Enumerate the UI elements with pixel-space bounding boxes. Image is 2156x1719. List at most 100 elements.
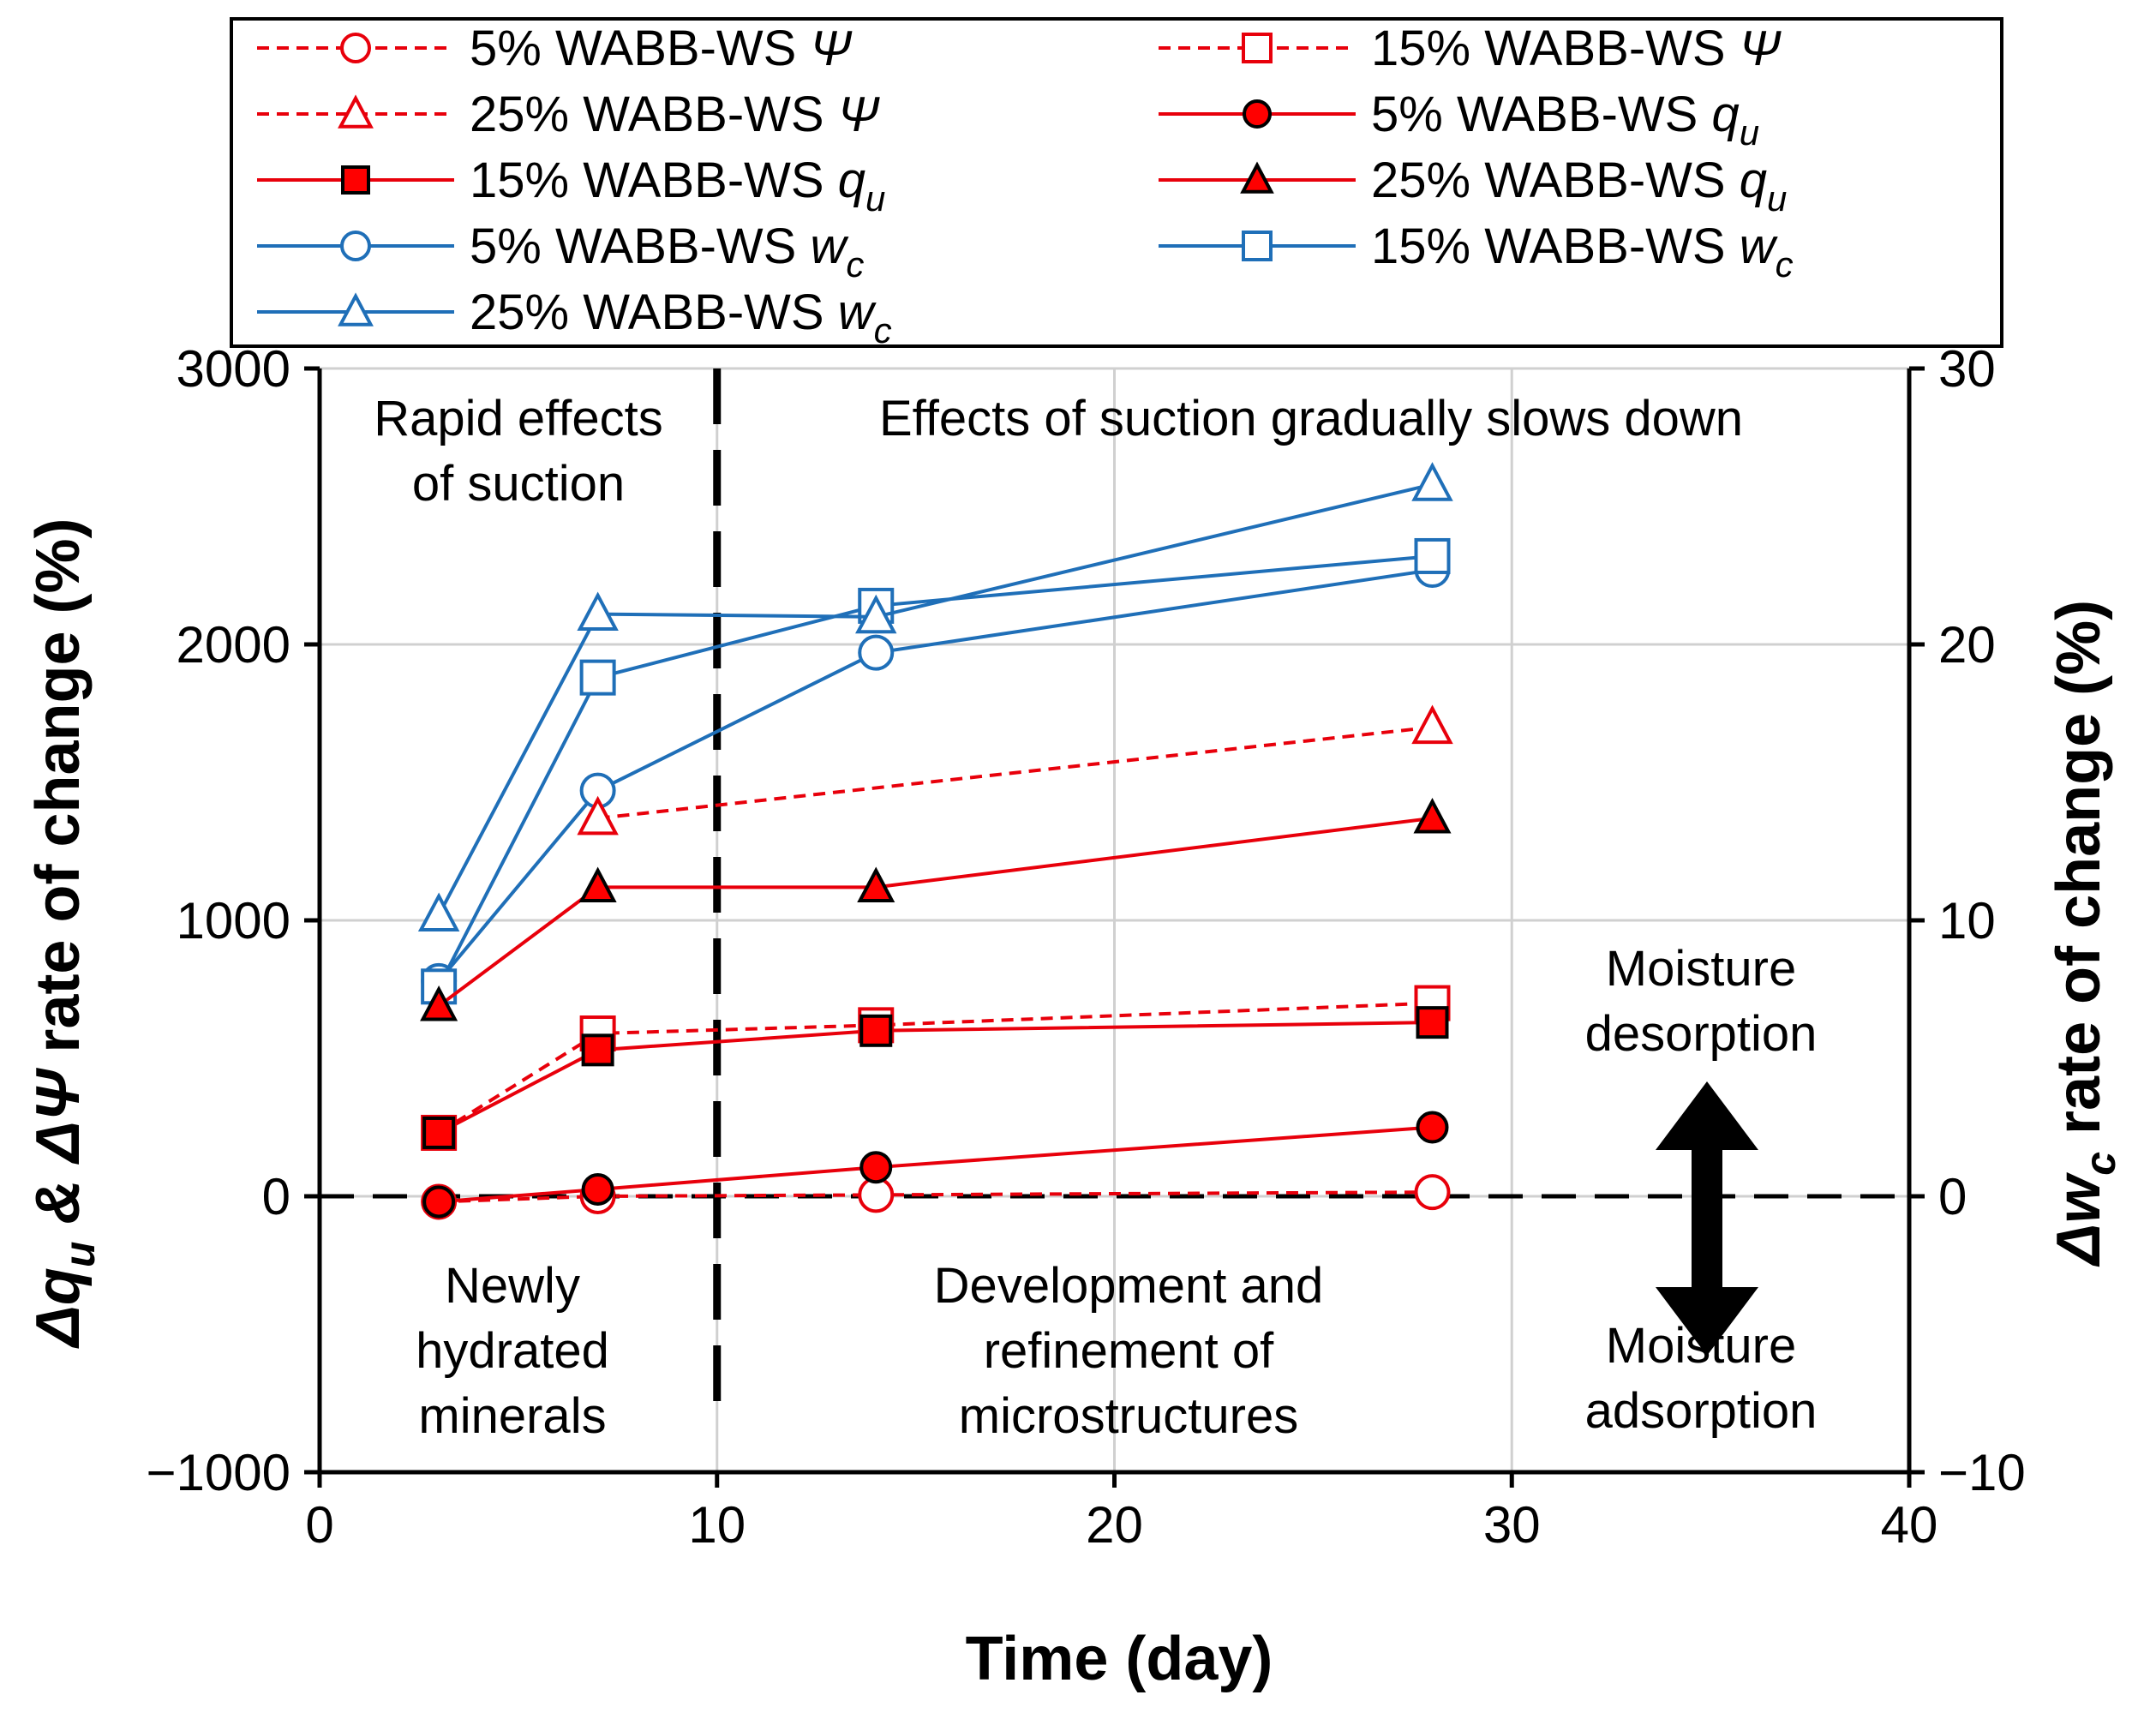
legend-label: 5% WABB-WS qu	[1371, 87, 1759, 153]
x-tick-label: 30	[1483, 1496, 1541, 1554]
annotation-rapid-2: of suction	[412, 456, 625, 512]
data-point	[859, 1014, 893, 1047]
series-4	[422, 1006, 1449, 1149]
y-tick-label: −1000	[146, 1444, 290, 1501]
legend-entry-8: 25% WABB-WS wc	[257, 285, 892, 350]
x-tick-label: 40	[1881, 1496, 1938, 1554]
data-point	[577, 795, 619, 836]
annotation-desorption-1: Moisture	[1606, 941, 1796, 997]
annotation-dev-2: refinement of	[984, 1323, 1274, 1379]
legend-label: 15% WABB-WS wc	[1371, 219, 1794, 285]
legend-marker	[1242, 33, 1273, 63]
y-axis-right: −10 0 10 20 30	[1909, 340, 2026, 1501]
annotation-desorption-2: desorption	[1585, 1006, 1818, 1062]
legend-label: 15% WABB-WS Ψ	[1371, 21, 1782, 76]
data-point	[581, 1033, 614, 1067]
y2-tick-label: −10	[1938, 1444, 2026, 1501]
series-5	[420, 798, 1452, 1021]
legend-box	[230, 17, 2003, 348]
legend-label: 5% WABB-WS wc	[470, 219, 864, 285]
y2-tick-label: 30	[1938, 340, 1996, 398]
y-tick-label: 0	[262, 1168, 290, 1225]
series-line	[438, 1125, 1433, 1204]
legend-label: 25% WABB-WS Ψ	[470, 87, 880, 142]
legend: 5% WABB-WS Ψ 15% WABB-WS Ψ 25% WABB-WS Ψ 5%…	[230, 17, 2003, 350]
legend-entry-0: 5% WABB-WS Ψ	[257, 21, 852, 76]
series-line	[437, 816, 1433, 1008]
series-8	[417, 462, 1453, 932]
y-tick-label: 1000	[177, 892, 290, 949]
series-6	[421, 552, 1451, 999]
annotation-adsorption-2: adsorption	[1585, 1383, 1818, 1439]
data-point	[577, 591, 619, 632]
y-axis-left: −1000 0 1000 2000 3000	[146, 340, 320, 1501]
legend-marker	[1240, 161, 1274, 194]
data-point	[1411, 462, 1453, 501]
y2-tick-label: 0	[1938, 1168, 1967, 1225]
series-7	[421, 537, 1451, 1005]
data-point	[417, 892, 460, 932]
data-point	[578, 866, 617, 902]
legend-entry-2: 25% WABB-WS Ψ	[257, 87, 880, 142]
legend-entry-1: 15% WABB-WS Ψ	[1159, 21, 1782, 76]
data-point	[422, 1116, 456, 1149]
legend-label: 25% WABB-WS wc	[470, 285, 892, 350]
data-point	[1414, 537, 1451, 574]
series-line	[437, 482, 1433, 916]
series-line	[438, 1021, 1433, 1135]
legend-marker	[341, 165, 370, 195]
series-line	[437, 554, 1433, 988]
series-line	[439, 1190, 1433, 1204]
data-point	[581, 1172, 614, 1206]
legend-label: 15% WABB-WS qu	[470, 153, 885, 219]
x-tick-label: 10	[688, 1496, 746, 1554]
annotation-newly-1: Newly	[445, 1258, 580, 1314]
annotation-dev-1: Development and	[934, 1258, 1324, 1314]
annotation-slow: Effects of suction gradually slows down	[879, 391, 1743, 446]
data-point	[1416, 1006, 1449, 1039]
annotation-newly-3: minerals	[418, 1388, 606, 1444]
series-1	[421, 985, 1451, 1151]
legend-marker	[340, 33, 371, 63]
legend-label: 5% WABB-WS Ψ	[470, 21, 852, 76]
data-point	[420, 985, 458, 1021]
series-line	[438, 1001, 1433, 1135]
y2-axis-title: Δwc rate of change (%)	[2045, 600, 2124, 1267]
series-2	[577, 704, 1453, 836]
reference-lines	[320, 368, 1909, 1412]
y-tick-label: 3000	[177, 340, 290, 398]
data-point	[579, 659, 616, 696]
legend-marker	[338, 292, 374, 326]
legend-marker	[340, 231, 371, 261]
annotation-newly-2: hydrated	[416, 1323, 609, 1379]
y-axis-title: Δqu & ΔΨ rate of change (%)	[24, 518, 104, 1350]
legend-entry-5: 25% WABB-WS qu	[1159, 153, 1787, 219]
data-point	[858, 634, 895, 671]
data-point	[1413, 798, 1452, 834]
legend-label: 25% WABB-WS qu	[1371, 153, 1787, 219]
data-point	[1411, 704, 1453, 745]
data-point	[1416, 1111, 1449, 1144]
series-3	[422, 1111, 1449, 1219]
data-point	[859, 1151, 893, 1184]
annotations: Rapid effects of suction Effects of suct…	[374, 391, 1817, 1444]
annotation-rapid-1: Rapid effects	[374, 391, 662, 446]
x-tick-label: 20	[1086, 1496, 1143, 1554]
x-axis-title: Time (day)	[966, 1625, 1273, 1693]
data-point	[1414, 1174, 1451, 1211]
y2-tick-label: 10	[1938, 892, 1996, 949]
annotation-dev-3: microstructures	[959, 1388, 1298, 1444]
x-axis: 0 10 20 30 40	[305, 1472, 1937, 1554]
data-point	[422, 1185, 456, 1219]
x-tick-label: 0	[305, 1496, 333, 1554]
legend-marker	[1243, 99, 1272, 129]
legend-entry-6: 5% WABB-WS wc	[257, 219, 864, 285]
legend-marker	[338, 94, 374, 129]
legend-entry-4: 15% WABB-WS qu	[257, 153, 885, 219]
series-group	[417, 462, 1453, 1220]
series-line	[437, 568, 1433, 983]
legend-marker	[1242, 231, 1273, 261]
y-tick-label: 2000	[177, 616, 290, 674]
data-point	[857, 866, 895, 902]
